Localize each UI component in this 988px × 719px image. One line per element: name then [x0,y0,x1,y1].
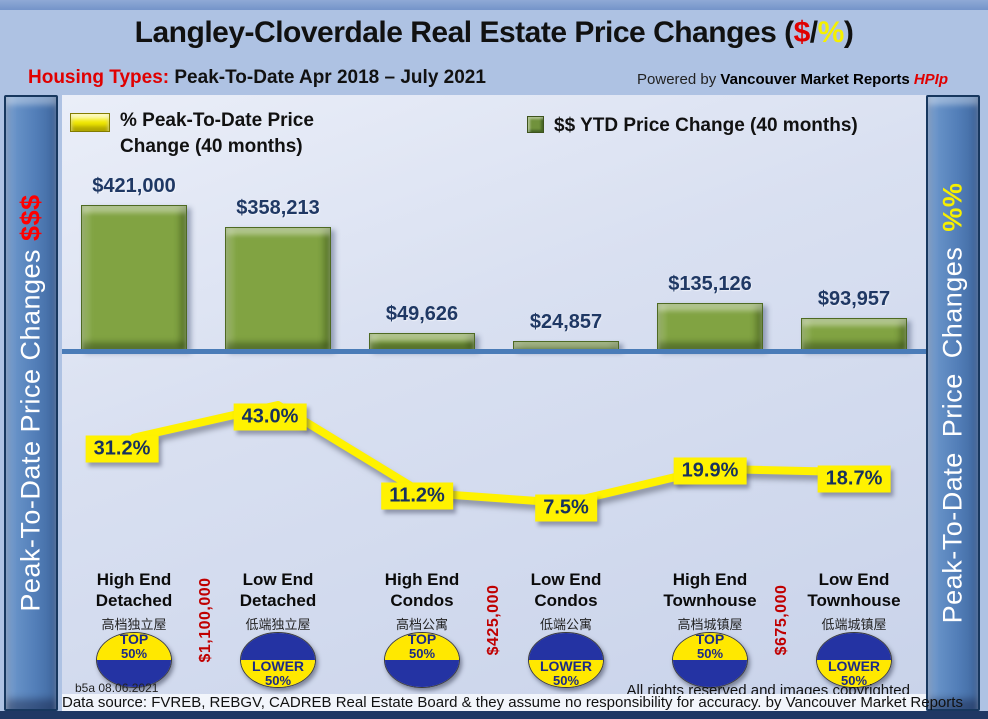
left-axis-text: Peak-To-Date Price Changes [15,240,46,612]
version-stamp: b5a 08.06.2021 [75,681,159,695]
percent-value-label: 11.2% [381,482,453,510]
percent-value-label: 31.2% [85,435,159,463]
price-threshold-label: $425,000 [485,584,502,656]
badge-top-icon: TOP 50% [384,632,460,688]
bar-value-label: $24,857 [529,311,603,333]
percent-series-swatch-icon [70,113,110,132]
brand-hpip: HPIp [913,71,948,88]
category-english: Low End Detached [239,570,317,610]
category-english: High End Detached [95,570,173,610]
right-axis-text: Peak-To-Date Price Changes [937,231,968,624]
bar-value-label: $135,126 [668,273,752,295]
price-threshold-label: $675,000 [773,584,790,656]
right-axis-title: Peak-To-Date Price Changes %% [938,183,969,624]
badge-lower-icon: LOWER 50% [816,632,892,688]
bar-1 [225,227,331,350]
title-text: Langley-Cloverdale Real Estate Price Cha… [134,16,794,49]
bar-value-label: $49,626 [385,303,459,325]
bar-0 [81,205,187,350]
category-label-3: Low End Condos 低端公寓 [486,570,646,633]
right-axis-banner: Peak-To-Date Price Changes %% [926,95,980,711]
legend-percent-series: % Peak-To-Date Price Change (40 months) [70,108,320,159]
category-english: Low End Townhouse [807,570,901,610]
badge-top-icon: TOP 50% [672,632,748,688]
title-percent-sign: % [817,16,845,49]
subtitle: Housing Types: Peak-To-Date Apr 2018 – J… [28,67,486,89]
category-label-5: Low End Townhouse 低端城镇屋 [774,570,934,633]
category-chinese: 低端独立屋 [245,617,311,633]
category-label-1: Low End Detached 低端独立屋 [198,570,358,633]
dollar-series-swatch-icon [527,116,544,133]
category-chinese: 高档城镇屋 [677,617,743,633]
percent-value-label: 43.0% [233,403,307,431]
powered-by-text: Powered by [637,71,721,88]
category-english: High End Condos [384,570,460,610]
top-border-strip [0,0,988,10]
powered-by: Powered by Vancouver Market Reports HPIp [637,71,948,88]
right-axis-percent-accent: %% [937,182,968,232]
category-label-4: High End Townhouse 高档城镇屋 [630,570,790,633]
percent-value-label: 19.9% [673,457,747,485]
legend-percent-label: % Peak-To-Date Price Change (40 months) [120,110,314,157]
category-chinese: 高档公寓 [395,617,448,633]
housing-types-label: Housing Types: [28,67,170,88]
price-threshold-label: $1,100,000 [197,577,214,663]
left-axis-banner: Peak-To-Date Price Changes $$$ [4,95,58,711]
badge-lower-icon: LOWER 50% [528,632,604,688]
category-chinese: 低端城镇屋 [821,617,887,633]
percent-value-label: 7.5% [535,494,597,522]
page-title: Langley-Cloverdale Real Estate Price Cha… [0,16,988,50]
title-close-paren: ) [843,16,854,49]
datasource-text: Data source: FVREB, REBGV, CADREB Real E… [62,694,963,712]
brand-name: Vancouver Market Reports [720,71,914,88]
bar-value-label: $358,213 [236,197,320,219]
legend-dollar-series: $$ YTD Price Change (40 months) [527,113,858,139]
date-range-label: Peak-To-Date Apr 2018 – July 2021 [169,67,486,88]
percent-value-label: 18.7% [817,465,891,493]
badge-lower-icon: LOWER 50% [240,632,316,688]
title-slash: / [809,16,818,49]
category-english: High End Townhouse [663,570,757,610]
bottom-border-strip [0,711,988,719]
title-dollar-sign: $ [793,16,811,49]
badge-top-icon: TOP 50% [96,632,172,688]
legend-dollar-label: $$ YTD Price Change (40 months) [554,115,858,136]
category-chinese: 低端公寓 [539,617,592,633]
bar-value-label: $421,000 [92,175,176,197]
axis-baseline [62,349,926,354]
category-chinese: 高档独立屋 [101,617,167,633]
bar-value-label: $93,957 [817,288,891,310]
left-axis-title: Peak-To-Date Price Changes $$$ [16,194,47,611]
category-label-0: High End Detached 高档独立屋 [54,570,214,633]
left-axis-dollar-accent: $$$ [15,194,46,241]
plot-area [62,95,926,695]
category-label-2: High End Condos 高档公寓 [342,570,502,633]
category-english: Low End Condos [530,570,602,610]
